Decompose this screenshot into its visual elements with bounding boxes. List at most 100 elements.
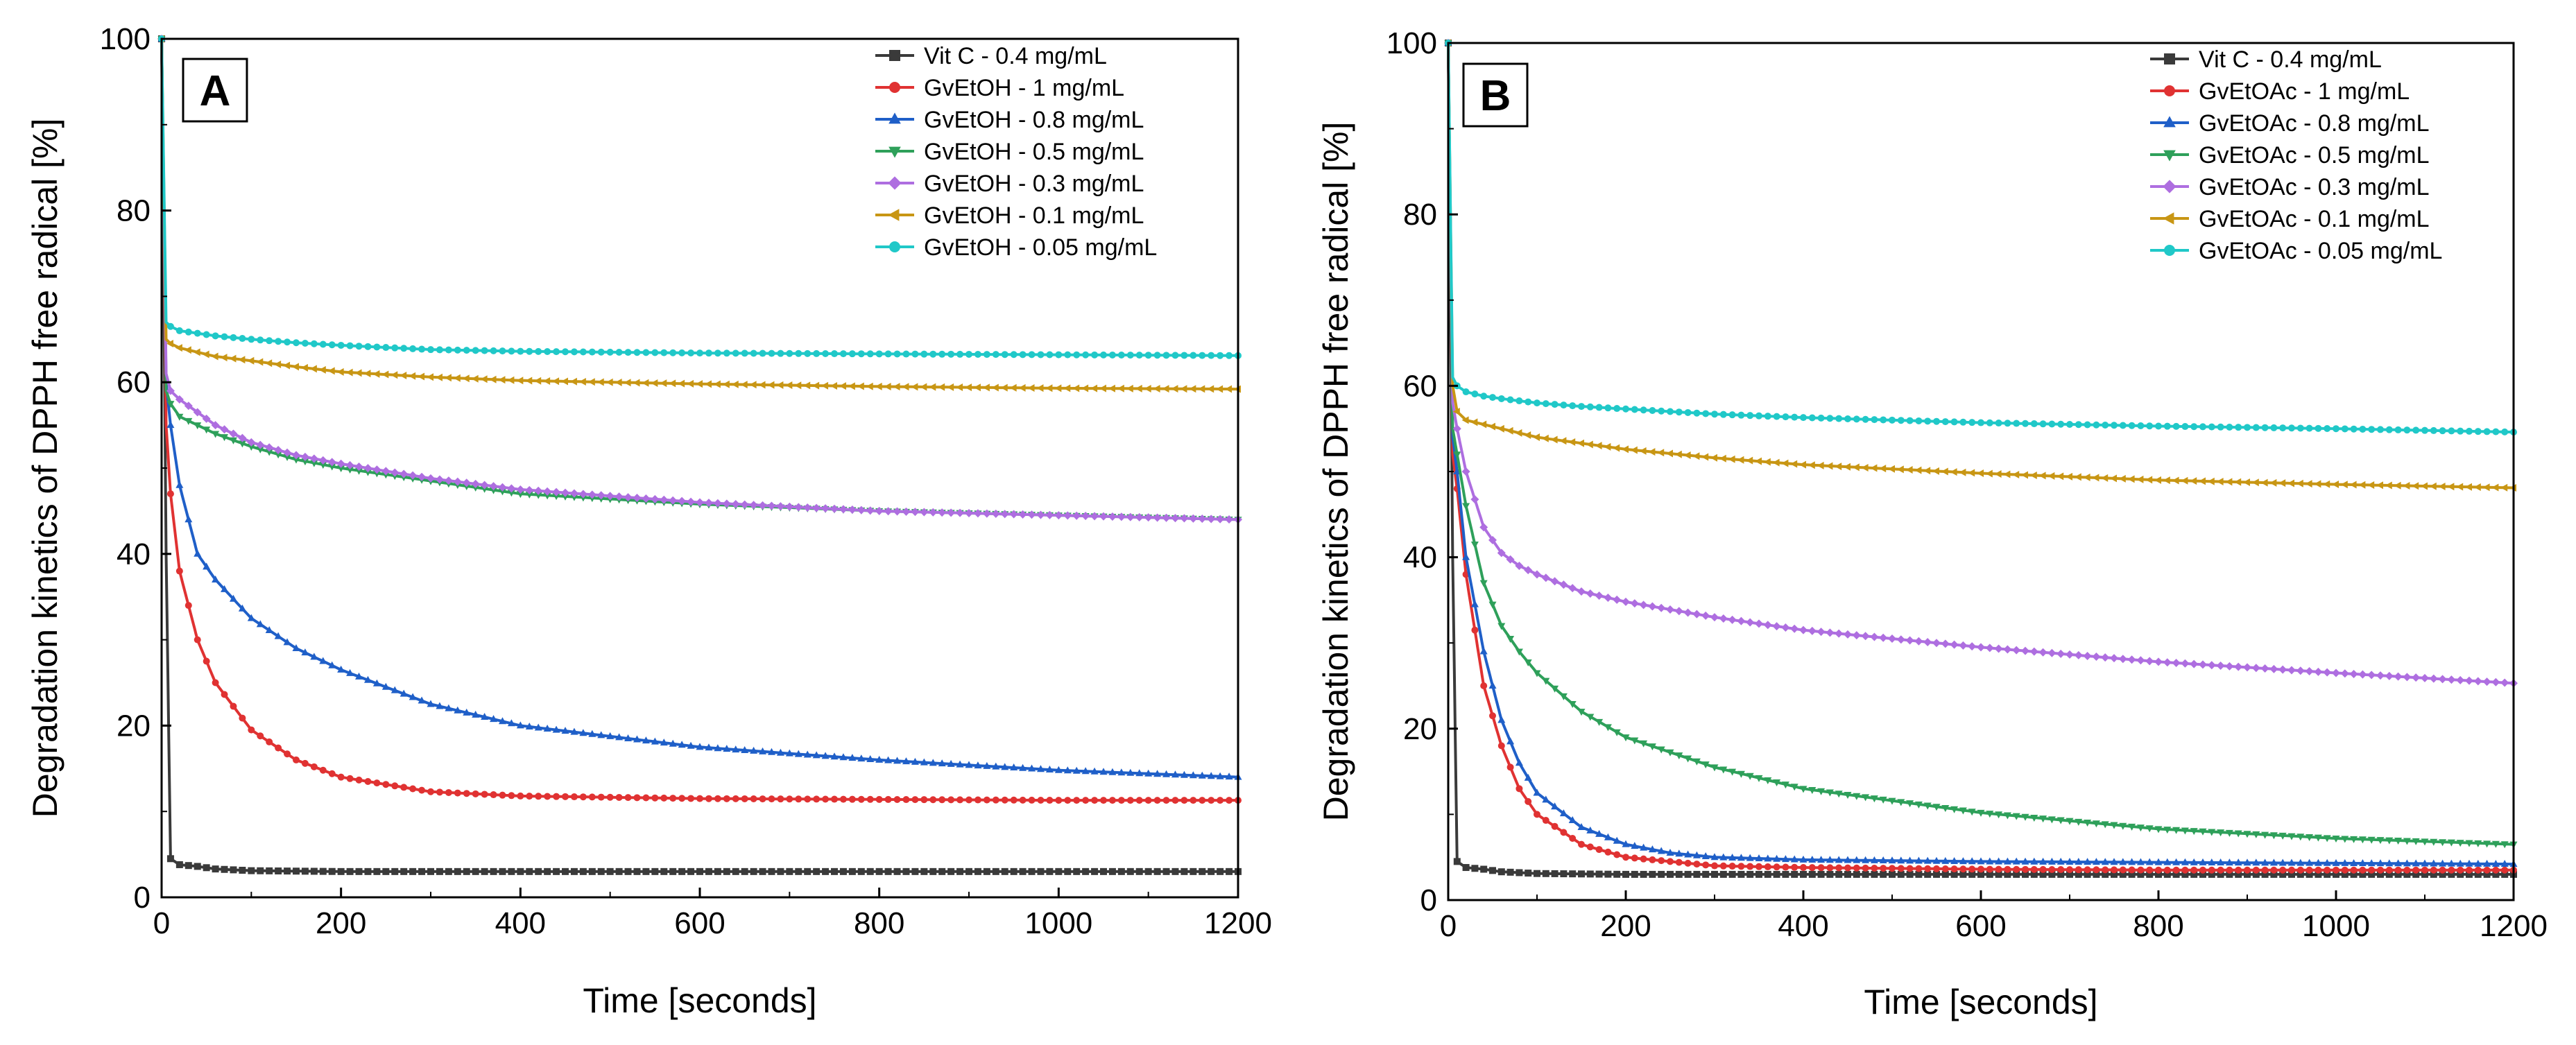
- panel-b-data-point: [2438, 675, 2447, 684]
- panel-a-data-point: [597, 867, 605, 875]
- panel-a-data-point: [310, 867, 318, 875]
- panel-b-data-point: [2216, 478, 2224, 486]
- panel-a-data-point: [453, 477, 462, 486]
- panel-a-data-point: [804, 349, 812, 357]
- panel-b-data-point: [1755, 619, 1763, 628]
- panel-b-data-point: [2225, 829, 2233, 837]
- panel-a-data-point: [247, 444, 255, 451]
- panel-a-data-point: [714, 744, 722, 752]
- panel-b-data-point: [1497, 868, 1505, 876]
- panel-b-data-point: [1746, 772, 1754, 780]
- panel-b-data-point: [2163, 422, 2171, 430]
- panel-a-data-point: [1144, 384, 1151, 392]
- panel-a-data-point: [786, 867, 793, 875]
- panel-b-data-point: [2296, 858, 2305, 866]
- panel-a-data-point: [578, 377, 586, 386]
- panel-a-ytick-label: 80: [117, 194, 151, 228]
- panel-b-data-point: [2324, 870, 2331, 878]
- panel-b-data-point: [1631, 842, 1639, 849]
- panel-b-data-point: [1462, 864, 1470, 872]
- panel-a-data-point: [175, 413, 184, 421]
- panel-b-data-point: [1888, 856, 1896, 864]
- panel-b-data-point: [1941, 865, 1949, 873]
- panel-a-data-point: [956, 350, 964, 358]
- panel-b-data-point: [2093, 870, 2100, 878]
- panel-b-data-point: [2394, 672, 2403, 681]
- panel-b-data-point: [1622, 854, 1629, 861]
- panel-a-data-point: [561, 493, 569, 501]
- panel-a-data-point: [1000, 510, 1009, 519]
- panel-b-data-point: [1995, 870, 2002, 878]
- panel-a-data-point: [973, 509, 982, 518]
- panel-b-data-point: [2412, 838, 2420, 845]
- panel-a-data-point: [839, 867, 847, 875]
- panel-b-data-point: [1861, 463, 1869, 472]
- panel-b-data-point: [2128, 870, 2136, 878]
- panel-a-data-point: [812, 751, 821, 759]
- panel-a-data-point: [535, 867, 542, 875]
- panel-a-data-point: [831, 350, 838, 358]
- panel-b-data-point: [2412, 426, 2420, 434]
- panel-b-data-point: [1906, 865, 1914, 872]
- panel-b-data-point: [1896, 635, 1905, 644]
- panel-b-data-point: [2208, 866, 2215, 874]
- panel-b-data-point: [1896, 465, 1904, 474]
- panel-b-data-point: [2430, 426, 2437, 434]
- panel-b-data-point: [1666, 605, 1674, 614]
- panel-a-data-point: [301, 759, 309, 767]
- panel-a-data-point: [310, 763, 318, 770]
- panel-b-data-point: [2217, 858, 2225, 866]
- panel-a-data-point: [1108, 867, 1116, 875]
- panel-b-data-point: [2190, 858, 2198, 865]
- panel-b-data-point: [2118, 655, 2127, 664]
- panel-b-data-point: [1870, 795, 1878, 803]
- panel-a-data-point: [732, 795, 739, 802]
- panel-b-data-point: [1560, 401, 1568, 409]
- panel-a-data-point: [203, 864, 210, 872]
- panel-a-data-point: [875, 382, 882, 390]
- panel-b-data-point: [2349, 481, 2357, 489]
- panel-a-data-point: [175, 481, 184, 488]
- panel-a-data-point: [1081, 767, 1090, 775]
- panel-a-data-point: [1117, 384, 1124, 392]
- panel-b-data-point: [1905, 466, 1913, 474]
- panel-b-data-point: [2030, 865, 2038, 873]
- panel-a-data-point: [166, 322, 174, 330]
- panel-b-data-point: [1790, 784, 1798, 791]
- panel-b-data-point: [2394, 870, 2402, 878]
- panel-a-data-point: [516, 491, 524, 499]
- panel-b-data-point: [1737, 854, 1745, 861]
- panel-a-data-point: [821, 381, 829, 390]
- panel-b-data-point: [2136, 858, 2145, 865]
- panel-a-data-point: [1019, 867, 1027, 875]
- panel-a-ylabel: Degradation kinetics of DPPH free radica…: [26, 119, 65, 818]
- panel-a-data-point: [1208, 797, 1215, 804]
- panel-a-data-point: [543, 487, 552, 496]
- panel-a-data-point: [436, 867, 443, 875]
- panel-a-data-point: [1010, 351, 1017, 359]
- panel-b-data-point: [1515, 429, 1522, 437]
- panel-a-data-point: [947, 759, 955, 767]
- panel-a-data-point: [1180, 867, 1188, 875]
- panel-a-data-point: [750, 349, 757, 357]
- panel-b-data-point: [2048, 865, 2056, 873]
- panel-b-legend-marker: [2164, 85, 2175, 96]
- panel-a-data-point: [534, 486, 543, 495]
- panel-a-data-point: [785, 502, 794, 511]
- panel-b-data-point: [2332, 836, 2340, 843]
- panel-b-data-point: [2474, 840, 2482, 847]
- panel-a-data-point: [166, 401, 175, 408]
- panel-a-data-point: [821, 752, 830, 759]
- panel-a-data-point: [1018, 510, 1027, 519]
- panel-a-data-point: [803, 503, 812, 512]
- panel-a-data-point: [956, 796, 964, 804]
- panel-b-data-point: [2154, 476, 2161, 484]
- panel-b-data-point: [2127, 475, 2135, 483]
- panel-a-data-point: [346, 668, 354, 676]
- panel-b-data-point: [1906, 800, 1914, 808]
- panel-a-data-point: [1100, 797, 1107, 804]
- panel-a-data-point: [409, 372, 416, 380]
- panel-b-data-point: [1551, 685, 1559, 693]
- panel-b-data-point: [2208, 858, 2216, 865]
- panel-a-data-point: [741, 795, 748, 802]
